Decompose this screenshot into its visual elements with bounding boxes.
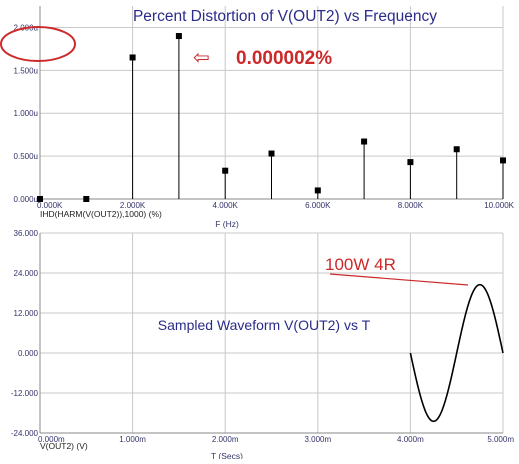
x-tick-label: 3.000m [304, 435, 331, 444]
x-tick-label: 2.000m [212, 435, 239, 444]
y-tick-label: 24.000 [14, 269, 39, 278]
x-tick-label: 10.000K [484, 201, 514, 210]
data-point-5 [268, 150, 275, 157]
data-point-9 [453, 146, 460, 153]
waveform-chart: -24.000 -12.000 0.000 12.000 24.000 36.000 0.0… [11, 229, 514, 461]
power-annotation: 100W 4R [325, 255, 396, 274]
y-tick-label: 1.500u [14, 66, 38, 75]
x-axis-label: T (Secs) [211, 451, 243, 459]
data-point-10 [500, 157, 506, 164]
x-tick-label: 4.000K [213, 201, 239, 210]
x-tick-label: 4.000m [397, 435, 424, 444]
x-tick-label: 6.000K [305, 201, 331, 210]
y-tick-label: 12.000 [14, 309, 39, 318]
data-point-6 [314, 187, 321, 194]
x-axis-label: F (Hz) [215, 219, 239, 229]
data-point-4 [222, 167, 229, 174]
y-tick-label: 0.000 [18, 349, 39, 358]
trace-label: IHD(HARM(V(OUT2)),1000) (%) [40, 209, 162, 219]
distortion-annotation: 0.000002% [236, 48, 332, 69]
x-tick-label: 1.000m [119, 435, 146, 444]
trace-label: V(OUT2) (V) [40, 441, 88, 451]
chart-title: Sampled Waveform V(OUT2) vs T [158, 317, 371, 333]
data-point-2 [129, 54, 136, 61]
annotation-arrow: ⇦ [193, 47, 210, 69]
x-tick-label: 0.000K [37, 201, 63, 210]
waveform-line [409, 283, 504, 423]
x-tick-label: 2.000K [120, 201, 146, 210]
y-tick-label: 1.000u [14, 109, 38, 118]
data-point-3 [175, 33, 182, 40]
x-tick-label: 5.000m [487, 435, 514, 444]
annotation-leader-line [329, 273, 469, 286]
y-tick-label: 36.000 [14, 229, 39, 238]
data-point-1 [83, 196, 90, 202]
x-tick-label: 0.000m [38, 435, 65, 444]
chart-title: Percent Distortion of V(OUT2) vs Frequen… [133, 8, 437, 25]
data-point-0 [37, 196, 43, 202]
y-tick-label: -12.000 [11, 389, 39, 398]
x-tick-label: 8.000K [398, 201, 424, 210]
highlight-ellipse [0, 26, 76, 62]
y-tick-label: -24.000 [11, 429, 39, 438]
y-tick-label: 0.500u [14, 152, 38, 161]
y-tick-label: 0.000u [14, 195, 38, 204]
data-point-8 [407, 159, 414, 166]
data-point-7 [361, 138, 368, 145]
